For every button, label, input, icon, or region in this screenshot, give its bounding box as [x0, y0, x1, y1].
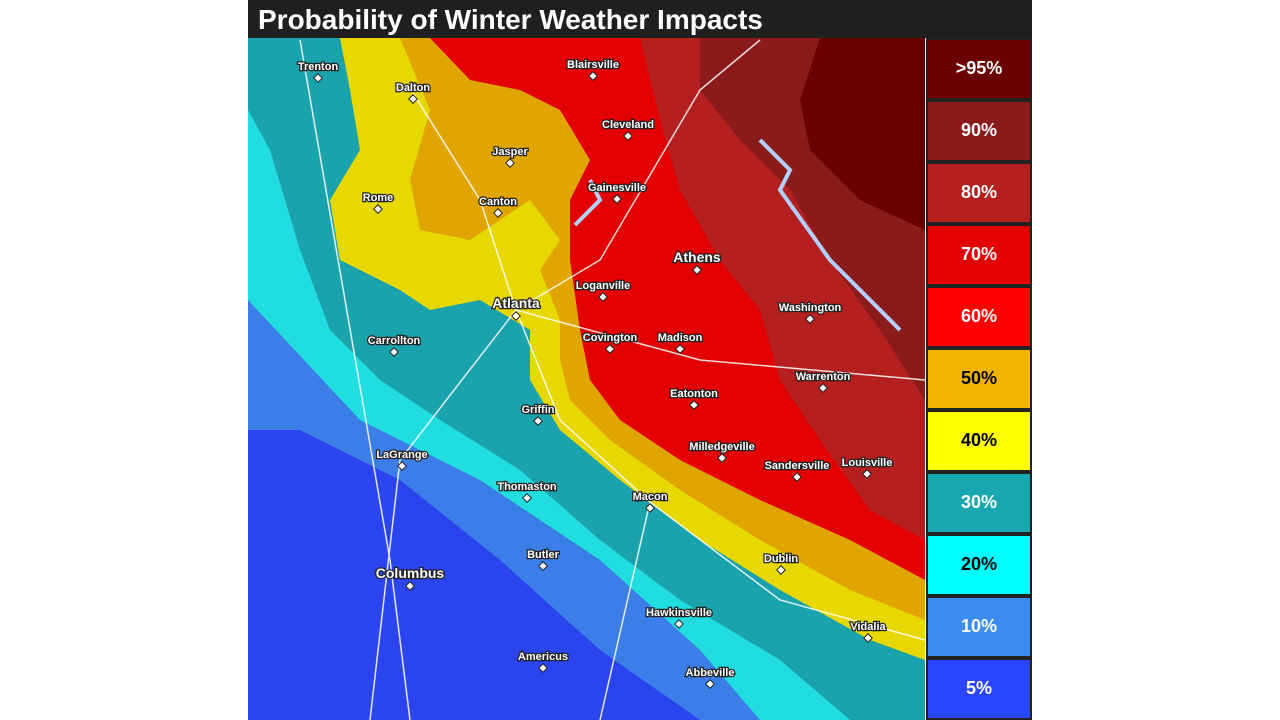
city-marker	[805, 314, 815, 324]
city-label: Canton	[479, 196, 517, 208]
city-label: Blairsville	[567, 59, 619, 71]
legend-swatch	[926, 100, 1032, 162]
city-marker	[776, 565, 786, 575]
legend-label: 60%	[961, 306, 997, 326]
city-marker	[493, 208, 503, 218]
city-label: Washington	[779, 302, 842, 314]
city-marker	[689, 400, 699, 410]
city-label: Americus	[518, 651, 568, 663]
map	[248, 38, 926, 720]
city-label: Vidalia	[850, 621, 886, 633]
city-label: Dalton	[396, 82, 431, 94]
legend-label: 80%	[961, 182, 997, 202]
legend-swatch	[926, 472, 1032, 534]
legend-swatch	[926, 658, 1032, 720]
city-label: Hawkinsville	[646, 607, 712, 619]
city-label: Gainesville	[588, 182, 646, 194]
city-marker	[705, 679, 715, 689]
city-marker	[533, 416, 543, 426]
legend-swatch	[926, 596, 1032, 658]
legend-label: 30%	[961, 492, 997, 512]
city-marker	[397, 461, 407, 471]
city-marker	[717, 453, 727, 463]
city-label: Griffin	[522, 404, 555, 416]
city-marker	[605, 344, 615, 354]
legend-swatch	[926, 224, 1032, 286]
city-marker	[862, 469, 872, 479]
city-label: Dublin	[764, 553, 798, 565]
city-label: Jasper	[492, 146, 528, 158]
city-marker	[692, 265, 702, 275]
legend-swatch	[926, 286, 1032, 348]
city-label: Butler	[527, 549, 560, 561]
legend-label: 40%	[961, 430, 997, 450]
city-marker	[538, 561, 548, 571]
legend-label: 5%	[966, 678, 992, 698]
city-label: Rome	[363, 192, 394, 204]
legend-swatch	[926, 162, 1032, 224]
legend-label: 50%	[961, 368, 997, 388]
city-label: Thomaston	[497, 481, 557, 493]
city-marker	[408, 94, 418, 104]
city-label: Abbeville	[686, 667, 735, 679]
zone	[800, 38, 925, 230]
legend-swatch	[926, 410, 1032, 472]
legend-label: 20%	[961, 554, 997, 574]
city-marker	[863, 633, 873, 643]
city-label: Carrollton	[368, 335, 421, 347]
legend-label: 90%	[961, 120, 997, 140]
legend-swatch	[926, 534, 1032, 596]
city-label: Madison	[658, 332, 703, 344]
city-label: Atlanta	[492, 295, 540, 311]
city-label: Eatonton	[670, 388, 718, 400]
title-bar	[248, 0, 1032, 38]
city-marker	[612, 194, 622, 204]
legend: >95% 90% 80% 70% 60% 50% 40% 30% 20% 10% 5%	[926, 38, 1032, 720]
city-label: Milledgeville	[689, 441, 754, 453]
city-label: Sandersville	[765, 460, 830, 472]
city-label: Louisville	[842, 457, 893, 469]
city-marker	[505, 158, 515, 168]
city-label: Trenton	[298, 61, 339, 73]
city-marker	[522, 493, 532, 503]
legend-label: 70%	[961, 244, 997, 264]
city-label: Columbus	[376, 565, 445, 581]
city-label: Athens	[673, 249, 721, 265]
city-marker	[511, 311, 521, 321]
map-title: Probability of Winter Weather Impacts	[258, 4, 763, 35]
city-marker	[313, 73, 323, 83]
city-marker	[373, 204, 383, 214]
city-marker	[405, 581, 415, 591]
legend-label: >95%	[956, 58, 1003, 78]
city-marker	[645, 503, 655, 513]
city-label: Cleveland	[602, 119, 654, 131]
city-marker	[674, 619, 684, 629]
city-marker	[675, 344, 685, 354]
cities: Trenton Dalton Blairsville Cleveland Jasper G…	[297, 58, 894, 689]
city-marker	[623, 131, 633, 141]
legend-swatch	[926, 38, 1032, 100]
roads	[299, 39, 926, 720]
lake	[573, 179, 603, 227]
lake	[758, 138, 902, 332]
legend-label: 10%	[961, 616, 997, 636]
city-label: Macon	[633, 491, 668, 503]
city-label: Loganville	[576, 280, 630, 292]
city-marker	[538, 663, 548, 673]
city-marker	[792, 472, 802, 482]
city-marker	[818, 383, 828, 393]
city-marker	[598, 292, 608, 302]
city-label: Covington	[583, 332, 638, 344]
city-marker	[389, 347, 399, 357]
legend-swatch	[926, 348, 1032, 410]
city-label: Warrenton	[796, 371, 851, 383]
city-label: LaGrange	[376, 449, 427, 461]
city-marker	[588, 71, 598, 81]
